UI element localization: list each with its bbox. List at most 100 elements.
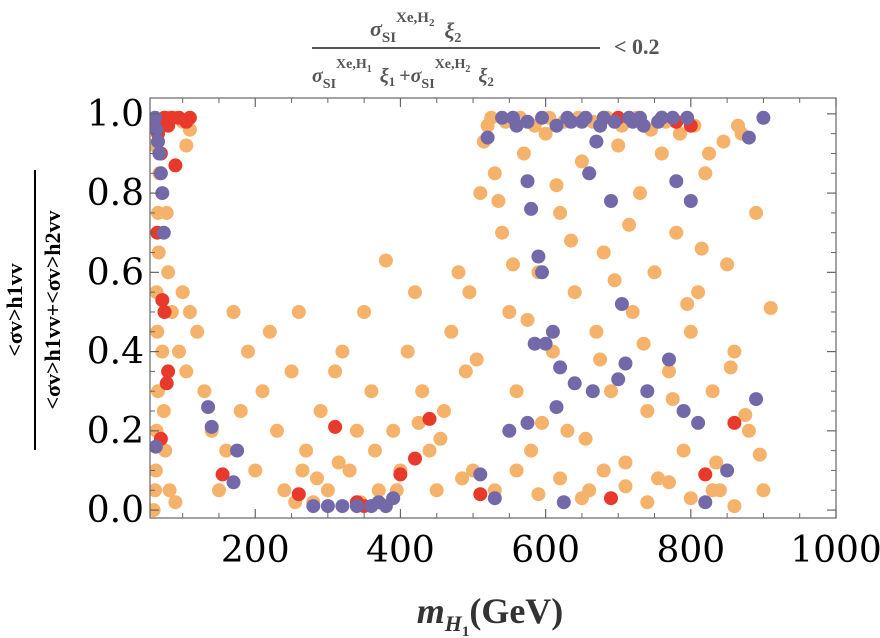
orange-point	[636, 336, 651, 351]
orange-point	[672, 126, 687, 141]
orange-point	[277, 483, 292, 498]
y-label-numerator: <σv>h1vv	[2, 263, 27, 356]
orange-point	[357, 305, 372, 319]
x-tick-label: 600	[511, 530, 580, 571]
orange-point	[151, 245, 166, 260]
purple-point	[520, 415, 535, 430]
purple-point	[582, 166, 597, 181]
purple-point	[335, 499, 350, 514]
orange-point	[150, 463, 163, 478]
orange-point	[458, 364, 473, 379]
purple-point	[151, 134, 165, 149]
purple-point	[520, 114, 535, 129]
orange-point	[233, 404, 248, 418]
purple-point	[651, 114, 666, 129]
purple-point	[741, 130, 756, 145]
x-tick-label: 1000	[790, 530, 880, 571]
orange-point	[212, 483, 226, 498]
orange-point	[694, 241, 709, 256]
purple-point	[556, 495, 571, 510]
orange-point	[255, 384, 270, 399]
red-point	[159, 376, 174, 391]
x-tick-label: 800	[656, 530, 725, 571]
y-axis-label: <σv>h1vv <σv>h1vv+<σv>h2vv	[2, 170, 65, 450]
red-point	[157, 305, 172, 319]
red-point	[291, 487, 306, 502]
title-den-xi2: ξ	[478, 65, 487, 87]
orange-point	[741, 423, 756, 438]
orange-point	[723, 360, 738, 375]
orange-point	[752, 447, 767, 462]
orange-point	[654, 146, 669, 161]
orange-point	[720, 257, 735, 272]
purple-point	[549, 400, 564, 415]
orange-point	[662, 475, 676, 490]
orange-point	[262, 324, 277, 339]
orange-point	[335, 344, 350, 359]
orange-point	[495, 225, 510, 240]
red-point	[168, 158, 183, 173]
purple-point	[553, 360, 568, 375]
title-num-sup-sub: 2	[429, 17, 435, 29]
points-layer	[150, 110, 778, 518]
title-num-xi-sub: 2	[454, 31, 461, 46]
orange-point	[378, 253, 393, 268]
orange-point	[172, 344, 186, 359]
purple-point	[618, 356, 633, 371]
orange-point	[535, 415, 549, 430]
orange-point	[756, 483, 771, 498]
orange-point	[328, 364, 343, 379]
orange-point	[593, 352, 608, 367]
red-point	[155, 293, 170, 308]
title-condition: < 0.2	[614, 34, 660, 59]
orange-point	[633, 186, 647, 201]
orange-point	[179, 138, 194, 153]
y-tick-label: 0.0	[87, 490, 144, 531]
y-tick-label: 1.0	[87, 94, 144, 135]
orange-point	[531, 487, 546, 502]
orange-point	[190, 324, 205, 339]
purple-point	[201, 400, 216, 415]
purple-point	[589, 134, 604, 149]
orange-point	[727, 499, 742, 514]
orange-point	[680, 297, 695, 311]
red-point	[408, 451, 422, 466]
purple-point	[535, 110, 549, 125]
purple-point	[749, 392, 764, 407]
orange-point	[219, 443, 234, 458]
orange-point	[622, 217, 637, 232]
purple-point	[622, 110, 637, 125]
purple-point	[495, 110, 510, 125]
orange-point	[429, 483, 444, 498]
orange-point	[702, 146, 716, 161]
orange-point	[411, 415, 426, 430]
orange-point	[502, 305, 517, 319]
purple-point	[524, 201, 539, 216]
red-point	[422, 411, 437, 426]
orange-point	[444, 324, 459, 339]
x-label-unit: (GeV)	[469, 591, 563, 631]
purple-point	[607, 114, 622, 129]
orange-point	[738, 408, 753, 422]
purple-point	[680, 110, 695, 125]
purple-point	[386, 491, 401, 506]
purple-point	[604, 194, 618, 208]
orange-point	[647, 265, 662, 280]
orange-point	[179, 364, 194, 379]
title-den-xi-sub1: 1	[389, 74, 396, 89]
orange-point	[455, 471, 470, 486]
orange-point	[175, 285, 190, 300]
title-den-sigma1: σ	[312, 65, 324, 87]
orange-point	[763, 301, 778, 315]
orange-point	[618, 455, 633, 470]
purple-point	[230, 443, 245, 458]
purple-point	[349, 499, 364, 514]
purple-point	[611, 372, 626, 387]
y-tick-label: 0.6	[87, 252, 144, 293]
orange-point	[596, 463, 611, 478]
x-label-subsub: 1	[462, 624, 470, 638]
orange-point	[749, 205, 764, 220]
orange-point	[342, 463, 357, 478]
